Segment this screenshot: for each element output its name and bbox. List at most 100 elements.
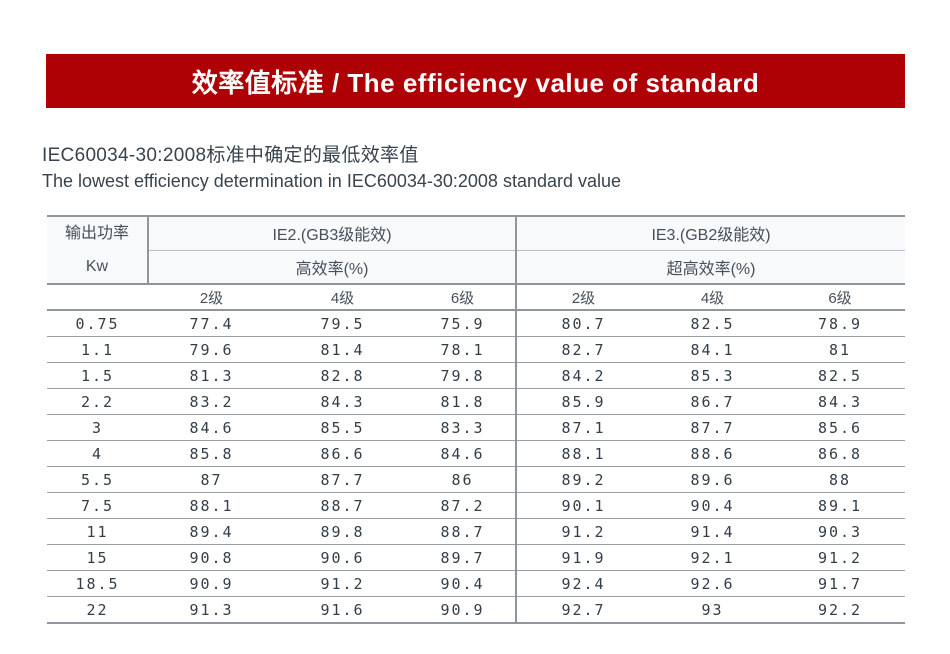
pole-header-ie2-6: 6级 <box>410 284 517 311</box>
pole-header-ie2-2: 2级 <box>148 284 275 311</box>
value-cell: 87.2 <box>410 492 517 519</box>
table-row: 18.5 90.9 91.2 90.4 92.4 92.6 91.7 <box>47 570 906 597</box>
value-cell: 84.3 <box>775 388 906 415</box>
kw-cell: 3 <box>47 414 148 441</box>
value-cell: 89.7 <box>410 544 517 571</box>
value-cell: 75.9 <box>410 310 517 337</box>
value-cell: 88.6 <box>650 440 776 467</box>
value-cell: 84.6 <box>148 414 275 441</box>
table-row: 2.2 83.2 84.3 81.8 85.9 86.7 84.3 <box>47 388 906 415</box>
value-cell: 90.8 <box>148 544 275 571</box>
value-cell: 83.2 <box>148 388 275 415</box>
value-cell: 85.5 <box>275 414 410 441</box>
value-cell: 90.9 <box>410 596 517 624</box>
value-cell: 88.1 <box>148 492 275 519</box>
value-cell: 89.4 <box>148 518 275 545</box>
value-cell: 82.5 <box>775 362 906 389</box>
value-cell: 91.3 <box>148 596 275 624</box>
value-cell: 87.7 <box>650 414 776 441</box>
value-cell: 78.9 <box>775 310 906 337</box>
value-cell: 88.7 <box>410 518 517 545</box>
value-cell: 93 <box>650 596 776 624</box>
value-cell: 91.2 <box>515 518 651 545</box>
value-cell: 87.7 <box>275 466 410 493</box>
value-cell: 90.9 <box>148 570 275 597</box>
value-cell: 80.7 <box>515 310 651 337</box>
table-row: 15 90.8 90.6 89.7 91.9 92.1 91.2 <box>47 544 906 571</box>
kw-cell: 0.75 <box>47 310 148 337</box>
value-cell: 79.5 <box>275 310 410 337</box>
value-cell: 90.1 <box>515 492 651 519</box>
value-cell: 79.6 <box>148 336 275 363</box>
value-cell: 78.1 <box>410 336 517 363</box>
value-cell: 84.3 <box>275 388 410 415</box>
value-cell: 85.6 <box>775 414 906 441</box>
value-cell: 91.6 <box>275 596 410 624</box>
value-cell: 89.8 <box>275 518 410 545</box>
value-cell: 90.4 <box>650 492 776 519</box>
value-cell: 87.1 <box>515 414 651 441</box>
value-cell: 85.3 <box>650 362 776 389</box>
value-cell: 82.8 <box>275 362 410 389</box>
value-cell: 85.9 <box>515 388 651 415</box>
value-cell: 84.1 <box>650 336 776 363</box>
kw-cell: 22 <box>47 596 148 624</box>
value-cell: 91.2 <box>775 544 906 571</box>
pole-header-spacer <box>47 284 148 311</box>
value-cell: 81.3 <box>148 362 275 389</box>
value-cell: 81.8 <box>410 388 517 415</box>
group-subheader-ie2: 高效率(%) <box>148 250 517 285</box>
caption-line-zh: IEC60034-30:2008标准中确定的最低效率值 <box>42 145 419 166</box>
output-power-header-cell: 输出功率 Kw <box>47 216 149 285</box>
value-cell: 86.8 <box>775 440 906 467</box>
efficiency-table: 输出功率 Kw IE2.(GB3级能效) IE3.(GB2级能效) 高效率(%)… <box>47 215 906 624</box>
value-cell: 88.7 <box>275 492 410 519</box>
value-cell: 91.4 <box>650 518 776 545</box>
value-cell: 91.9 <box>515 544 651 571</box>
pole-header-ie3-4: 4级 <box>650 284 776 311</box>
kw-cell: 15 <box>47 544 148 571</box>
kw-cell: 7.5 <box>47 492 148 519</box>
table-row: 3 84.6 85.5 83.3 87.1 87.7 85.6 <box>47 414 906 441</box>
value-cell: 92.4 <box>515 570 651 597</box>
kw-cell: 1.1 <box>47 336 148 363</box>
value-cell: 90.3 <box>775 518 906 545</box>
value-cell: 84.6 <box>410 440 517 467</box>
value-cell: 92.1 <box>650 544 776 571</box>
page-title: 效率值标准 / The efficiency value of standard <box>191 67 760 98</box>
value-cell: 82.7 <box>515 336 651 363</box>
value-cell: 92.7 <box>515 596 651 624</box>
caption-line-en: The lowest efficiency determination in I… <box>42 171 622 191</box>
value-cell: 81.4 <box>275 336 410 363</box>
value-cell: 86.6 <box>275 440 410 467</box>
value-cell: 92.2 <box>775 596 906 624</box>
kw-cell: 4 <box>47 440 148 467</box>
group-header-ie3: IE3.(GB2级能效) <box>515 216 906 251</box>
table-row: 7.5 88.1 88.7 87.2 90.1 90.4 89.1 <box>47 492 906 519</box>
value-cell: 81 <box>775 336 906 363</box>
value-cell: 77.4 <box>148 310 275 337</box>
table-row: 1.1 79.6 81.4 78.1 82.7 84.1 81 <box>47 336 906 363</box>
section-header-banner: 效率值标准 / The efficiency value of standard <box>46 54 905 108</box>
value-cell: 79.8 <box>410 362 517 389</box>
kw-cell: 2.2 <box>47 388 148 415</box>
pole-header-ie2-4: 4级 <box>275 284 410 311</box>
value-cell: 88.1 <box>515 440 651 467</box>
kw-cell: 18.5 <box>47 570 148 597</box>
value-cell: 86 <box>410 466 517 493</box>
pole-header-ie3-2: 2级 <box>515 284 651 311</box>
value-cell: 90.6 <box>275 544 410 571</box>
value-cell: 90.4 <box>410 570 517 597</box>
value-cell: 92.6 <box>650 570 776 597</box>
efficiency-table-container: 输出功率 Kw IE2.(GB3级能效) IE3.(GB2级能效) 高效率(%)… <box>47 215 906 624</box>
value-cell: 87 <box>148 466 275 493</box>
value-cell: 84.2 <box>515 362 651 389</box>
kw-cell: 1.5 <box>47 362 148 389</box>
output-power-label-zh: 输出功率 <box>64 225 129 242</box>
table-row: 1.5 81.3 82.8 79.8 84.2 85.3 82.5 <box>47 362 906 389</box>
table-caption: IEC60034-30:2008标准中确定的最低效率值 The lowest e… <box>42 143 621 194</box>
table-row: 4 85.8 86.6 84.6 88.1 88.6 86.8 <box>47 440 906 467</box>
value-cell: 83.3 <box>410 414 517 441</box>
value-cell: 89.1 <box>775 492 906 519</box>
